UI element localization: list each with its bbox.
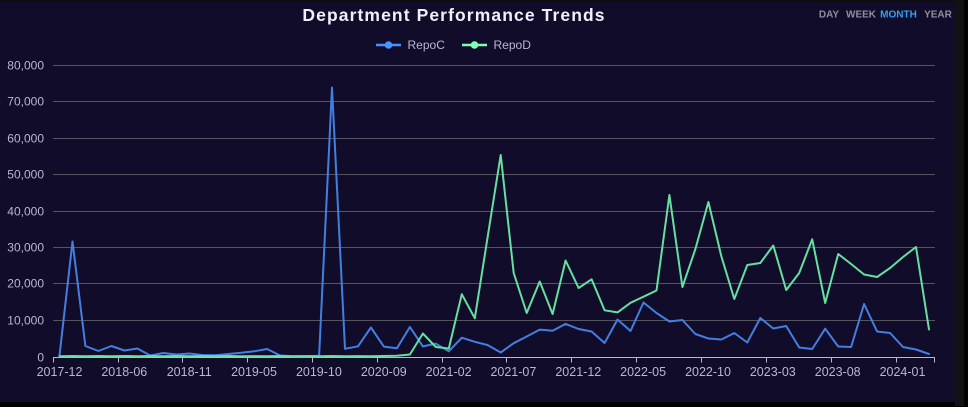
svg-text:2023-08: 2023-08 <box>815 365 861 379</box>
svg-text:70,000: 70,000 <box>7 95 44 109</box>
svg-text:2020-09: 2020-09 <box>361 365 407 379</box>
svg-text:Department Performance Trends: Department Performance Trends <box>302 5 605 25</box>
svg-text:2018-06: 2018-06 <box>101 365 147 379</box>
svg-text:80,000: 80,000 <box>7 59 44 73</box>
svg-text:2018-11: 2018-11 <box>167 365 212 379</box>
svg-text:2021-07: 2021-07 <box>490 365 536 379</box>
svg-text:2021-02: 2021-02 <box>426 365 472 379</box>
svg-text:MONTH: MONTH <box>880 10 917 21</box>
svg-text:2024-01: 2024-01 <box>880 365 926 379</box>
svg-text:30,000: 30,000 <box>7 241 44 255</box>
svg-text:2022-10: 2022-10 <box>685 365 731 379</box>
svg-text:2017-12: 2017-12 <box>37 365 83 379</box>
svg-text:2021-12: 2021-12 <box>555 365 601 379</box>
svg-text:RepoC: RepoC <box>408 38 446 52</box>
svg-text:2022-05: 2022-05 <box>620 365 666 379</box>
svg-text:2019-05: 2019-05 <box>231 365 277 379</box>
svg-text:50,000: 50,000 <box>7 168 44 182</box>
svg-text:WEEK: WEEK <box>846 10 877 21</box>
svg-text:40,000: 40,000 <box>7 205 44 219</box>
svg-text:RepoD: RepoD <box>494 38 532 52</box>
svg-text:0: 0 <box>37 351 44 365</box>
svg-text:DAY: DAY <box>819 10 840 21</box>
svg-text:2019-10: 2019-10 <box>296 365 342 379</box>
svg-text:20,000: 20,000 <box>7 277 44 291</box>
svg-text:10,000: 10,000 <box>7 314 44 328</box>
svg-text:2023-03: 2023-03 <box>750 365 796 379</box>
svg-text:YEAR: YEAR <box>924 10 953 21</box>
svg-text:60,000: 60,000 <box>7 132 44 146</box>
